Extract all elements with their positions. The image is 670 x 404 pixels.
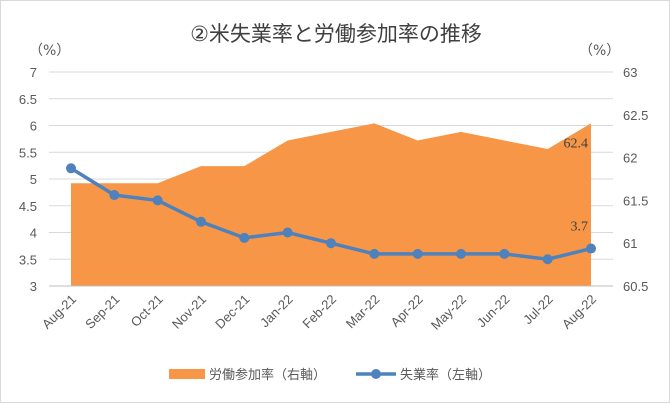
- unemployment-point: [586, 244, 596, 254]
- x-tick-label: Dec-21: [212, 292, 252, 332]
- right-tick-label: 63: [623, 65, 637, 80]
- unemployment-point: [499, 249, 509, 259]
- x-tick-label: Jul-22: [520, 292, 556, 328]
- x-tick-label: Oct-21: [128, 292, 166, 330]
- left-tick-label: 6.5: [19, 92, 37, 107]
- x-tick-label: May-22: [428, 292, 469, 333]
- x-tick-label: Jun-22: [474, 292, 513, 331]
- x-tick-label: Feb-22: [299, 292, 339, 332]
- participation-area: [71, 123, 591, 286]
- x-tick-label: Sep-21: [82, 292, 122, 332]
- unemployment-point: [283, 228, 293, 238]
- legend-area-label: 労働参加率（右軸）: [209, 367, 326, 383]
- left-tick-label: 3.5: [19, 252, 37, 267]
- left-tick-label: 3: [30, 279, 37, 294]
- unemployment-point: [456, 249, 466, 259]
- legend-line-marker: [371, 369, 381, 379]
- x-tick-label: Aug-21: [39, 292, 79, 332]
- x-tick-label: Apr-22: [388, 292, 426, 330]
- right-tick-label: 62.5: [623, 108, 648, 123]
- x-tick-label: Jan-22: [257, 292, 296, 331]
- chart-title: ②米失業率と労働参加率の推移: [190, 22, 482, 46]
- left-tick-label: 4: [30, 226, 37, 241]
- left-axis-unit: （%）: [29, 43, 70, 59]
- left-tick-label: 6: [30, 119, 37, 134]
- unemployment-point: [543, 254, 553, 264]
- right-tick-label: 61.5: [623, 193, 648, 208]
- unemployment-point: [196, 217, 206, 227]
- unemployment-point: [239, 233, 249, 243]
- right-tick-label: 62: [623, 151, 637, 166]
- unemployment-point: [413, 249, 423, 259]
- unemployment-point: [369, 249, 379, 259]
- unemployment-point: [326, 238, 336, 248]
- left-tick-label: 7: [30, 65, 37, 80]
- right-axis-unit: （%）: [579, 43, 620, 59]
- x-tick-label: Mar-22: [343, 292, 383, 332]
- right-tick-label: 61: [623, 236, 637, 251]
- left-tick-label: 4.5: [19, 199, 37, 214]
- unemployment-point: [153, 195, 163, 205]
- right-tick-label: 60.5: [623, 279, 648, 294]
- legend-line-label: 失業率（左軸）: [400, 367, 491, 383]
- unemployment-point: [66, 163, 76, 173]
- unemployment-data-label: 3.7: [571, 220, 589, 235]
- x-tick-label: Nov-21: [169, 292, 209, 332]
- legend-area-swatch: [169, 369, 205, 379]
- unemployment-point: [109, 190, 119, 200]
- left-tick-label: 5.5: [19, 145, 37, 160]
- participation-data-label: 62.4: [564, 136, 589, 151]
- x-tick-label: Aug-22: [559, 292, 599, 332]
- left-tick-label: 5: [30, 172, 37, 187]
